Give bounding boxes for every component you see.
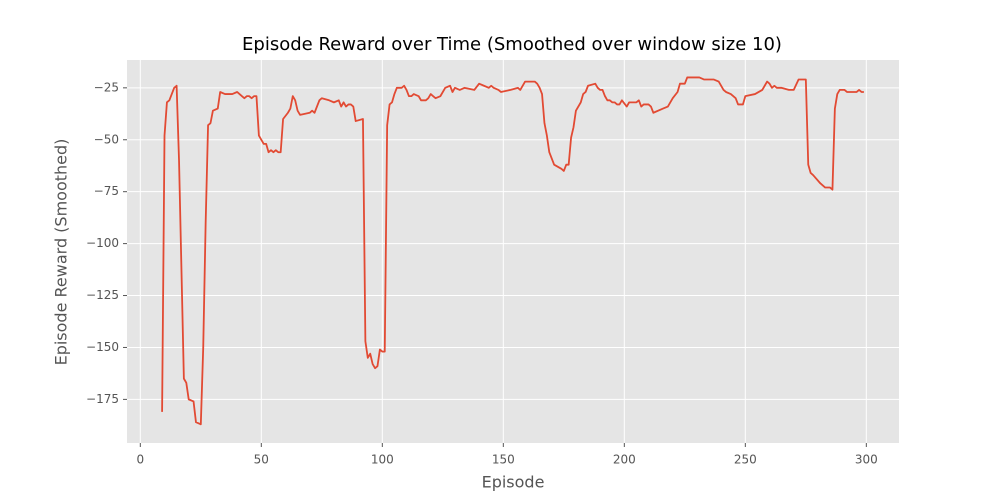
x-tick-label: 0 xyxy=(136,453,144,467)
y-tick-label: −175 xyxy=(86,392,119,406)
x-tick-label: 300 xyxy=(855,453,878,467)
y-tick-label: −125 xyxy=(86,288,119,302)
y-tick-label: −150 xyxy=(86,340,119,354)
chart-title: Episode Reward over Time (Smoothed over … xyxy=(242,34,782,55)
y-tick-label: −100 xyxy=(86,236,119,250)
y-tick-label: −25 xyxy=(94,80,119,94)
layer xyxy=(123,76,867,447)
y-axis-label: Episode Reward (Smoothed) xyxy=(52,139,71,366)
x-tick-label: 50 xyxy=(254,453,269,467)
line-series xyxy=(161,76,864,426)
x-tick-label: 150 xyxy=(492,453,515,467)
x-tick-label: 100 xyxy=(371,453,394,467)
x-tick-label: 250 xyxy=(734,453,757,467)
y-tick-label: −75 xyxy=(94,184,119,198)
y-tick-label: −50 xyxy=(94,132,119,146)
x-axis-label: Episode xyxy=(482,473,545,492)
x-tick-label: 200 xyxy=(613,453,636,467)
grid xyxy=(127,60,899,443)
plot-area xyxy=(127,60,899,443)
